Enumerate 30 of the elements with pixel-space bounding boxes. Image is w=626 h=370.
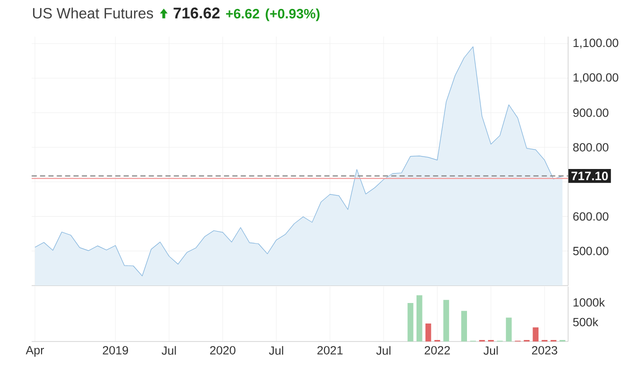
bar <box>461 311 467 342</box>
bar <box>425 324 432 342</box>
y-tick-label: 1,100.00 <box>574 38 618 49</box>
y-tick-label: 500k <box>573 318 598 326</box>
y-tick-label: 500.00 <box>573 247 608 256</box>
y-tick-label: 800.00 <box>573 143 608 152</box>
bar <box>416 295 422 342</box>
text: (+0.93%) <box>266 8 320 22</box>
bar <box>506 318 512 342</box>
x-tick-label: Jul <box>376 346 390 356</box>
x-tick-label: 2021 <box>317 346 343 355</box>
y-tick-label: 600.00 <box>573 212 608 221</box>
x-tick-label: Apr <box>26 346 44 357</box>
y-tick-label: 1,000.00 <box>574 73 618 84</box>
text: 716.62 <box>174 8 220 19</box>
x-tick-label: 2022 <box>424 346 450 355</box>
x-tick-label: 2020 <box>210 346 236 355</box>
x-tick-label: Jul <box>484 346 498 356</box>
x-tick-label: Jul <box>268 346 284 356</box>
bar <box>408 303 414 342</box>
ref-line-label: 717.10 <box>571 172 608 181</box>
x-tick-label: 2023 <box>532 346 558 355</box>
y-tick-label: 1000k <box>574 298 605 307</box>
y-tick-label: 900.00 <box>573 108 608 118</box>
chart-title: US Wheat Futures <box>33 8 154 19</box>
x-tick-label: 2019 <box>102 346 128 355</box>
bar <box>532 328 539 342</box>
text: +6.62 <box>226 9 260 19</box>
x-tick-label: Jul <box>162 346 176 356</box>
bar <box>443 300 450 342</box>
